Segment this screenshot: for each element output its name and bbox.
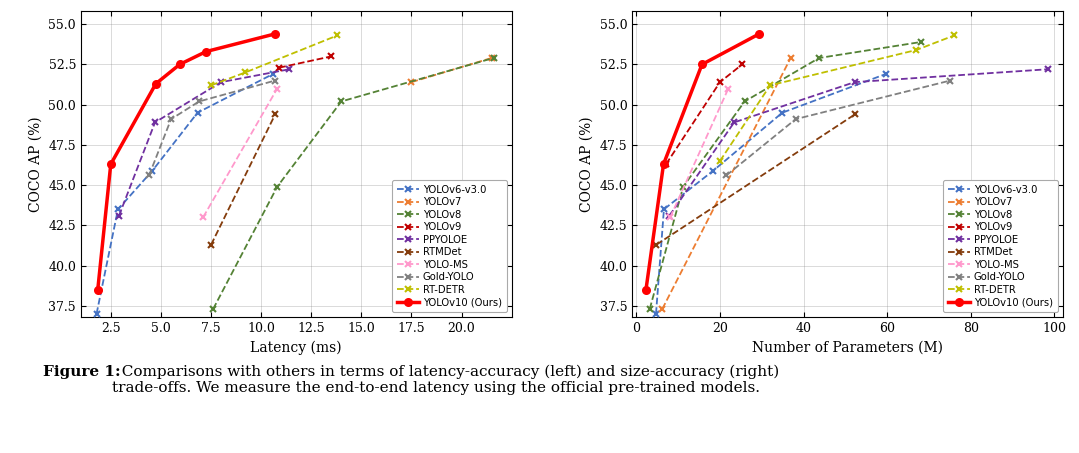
X-axis label: Latency (ms): Latency (ms) [250, 341, 342, 355]
Legend: YOLOv6-v3.0, YOLOv7, YOLOv8, YOLOv9, PPYOLOE, RTMDet, YOLO-MS, Gold-YOLO, RT-DET: YOLOv6-v3.0, YOLOv7, YOLOv8, YOLOv9, PPY… [392, 179, 506, 312]
Y-axis label: COCO AP (%): COCO AP (%) [579, 116, 593, 212]
Legend: YOLOv6-v3.0, YOLOv7, YOLOv8, YOLOv9, PPYOLOE, RTMDet, YOLO-MS, Gold-YOLO, RT-DET: YOLOv6-v3.0, YOLOv7, YOLOv8, YOLOv9, PPY… [943, 179, 1057, 312]
X-axis label: Number of Parameters (M): Number of Parameters (M) [752, 341, 943, 355]
Text: Figure 1:: Figure 1: [43, 365, 121, 379]
Y-axis label: COCO AP (%): COCO AP (%) [29, 116, 43, 212]
Text: Comparisons with others in terms of latency-accuracy (left) and size-accuracy (r: Comparisons with others in terms of late… [112, 365, 779, 395]
